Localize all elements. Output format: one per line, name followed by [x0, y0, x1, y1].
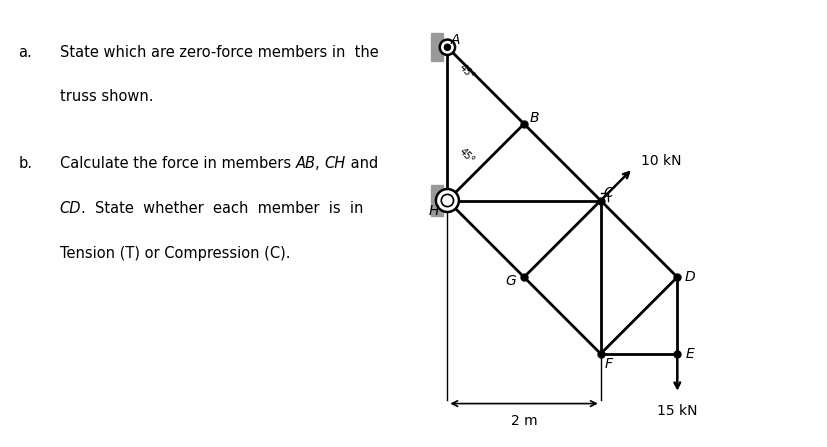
- Bar: [430, 185, 442, 216]
- Text: G: G: [504, 274, 515, 288]
- Circle shape: [444, 44, 450, 51]
- Text: 10 kN: 10 kN: [640, 154, 680, 168]
- Text: CD: CD: [60, 201, 81, 216]
- Text: 2 m: 2 m: [510, 413, 537, 427]
- Text: 45°: 45°: [457, 62, 476, 81]
- Text: D: D: [683, 270, 694, 284]
- Text: truss shown.: truss shown.: [60, 89, 153, 105]
- Circle shape: [439, 40, 455, 55]
- Circle shape: [441, 194, 453, 207]
- Text: C: C: [603, 186, 613, 200]
- Text: F: F: [604, 358, 612, 371]
- Text: .  State  whether  each  member  is  in: . State whether each member is in: [81, 201, 363, 216]
- Circle shape: [435, 189, 458, 212]
- Text: Calculate the force in members: Calculate the force in members: [60, 156, 295, 172]
- Text: E: E: [685, 347, 693, 361]
- Text: AB: AB: [295, 156, 315, 172]
- Text: 15 kN: 15 kN: [657, 404, 696, 417]
- Text: A: A: [450, 33, 459, 46]
- Text: B: B: [529, 111, 539, 125]
- Bar: [430, 34, 442, 61]
- Text: b.: b.: [18, 156, 32, 172]
- Text: State which are zero-force members in  the: State which are zero-force members in th…: [60, 45, 378, 60]
- Text: H: H: [428, 204, 438, 218]
- Text: CH: CH: [324, 156, 346, 172]
- Text: Tension (T) or Compression (C).: Tension (T) or Compression (C).: [60, 246, 289, 261]
- Text: and: and: [346, 156, 378, 172]
- Text: a.: a.: [18, 45, 32, 60]
- Text: 45°: 45°: [457, 147, 476, 166]
- Text: ,: ,: [315, 156, 324, 172]
